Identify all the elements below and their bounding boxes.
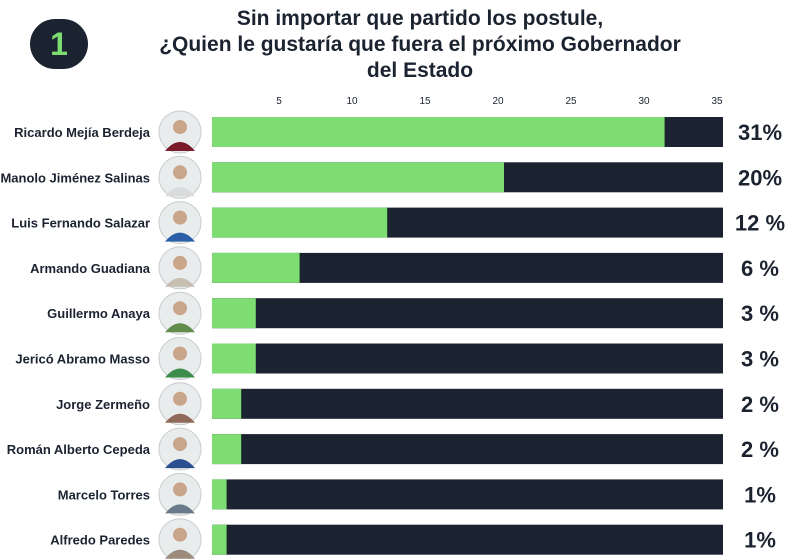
candidate-name: Ricardo Mejía Berdeja	[14, 125, 151, 140]
bar-value-label: 2 %	[741, 437, 779, 462]
bar-fill	[212, 207, 388, 238]
candidate-name: Jorge Zermeño	[56, 397, 150, 412]
bar-track	[212, 343, 723, 374]
avatar-body	[165, 323, 195, 333]
bar-fill	[212, 117, 665, 147]
candidate-name: Luis Fernando Salazar	[11, 216, 150, 231]
avatar-head	[173, 482, 187, 497]
x-tick-label: 10	[346, 96, 358, 107]
title-line-2: ¿Quien le gustaría que fuera el próximo …	[159, 33, 681, 56]
bar-value-label: 6 %	[741, 256, 779, 281]
avatar-body	[165, 142, 195, 151]
number-badge: 1	[30, 19, 88, 69]
candidate-name: Armando Guadiana	[30, 261, 151, 276]
x-tick-label: 35	[711, 96, 723, 107]
avatar-body	[165, 459, 195, 469]
avatar-head	[173, 255, 187, 270]
bar-track	[212, 298, 723, 329]
bar-value-label: 3 %	[741, 301, 779, 326]
avatar-head	[173, 527, 187, 542]
bar-track	[212, 479, 723, 510]
avatar-body	[165, 277, 195, 287]
avatar-body	[165, 504, 195, 514]
bar-fill	[212, 388, 242, 419]
avatar-head	[173, 120, 187, 134]
title-line-1: Sin importar que partido los postule,	[236, 7, 604, 30]
bar-track	[212, 524, 723, 555]
title-line-3: del Estado	[366, 59, 474, 82]
avatar-head	[173, 346, 187, 361]
candidate-name: Román Alberto Cepeda	[7, 442, 151, 457]
bar-fill	[212, 479, 227, 510]
x-tick-label: 25	[565, 96, 577, 107]
avatar-body	[165, 368, 195, 378]
chart-title: Sin importar que partido los postule, ¿Q…	[100, 6, 740, 84]
avatar-head	[173, 210, 187, 225]
bar-fill	[212, 524, 227, 555]
avatar-head	[173, 391, 187, 406]
candidate-name: Jericó Abramo Masso	[15, 352, 150, 367]
bar-fill	[212, 434, 242, 465]
candidate-name: Marcelo Torres	[58, 487, 150, 502]
bar-value-label: 3 %	[741, 347, 779, 372]
candidate-name: Guillermo Anaya	[47, 306, 151, 321]
x-tick-label: 30	[638, 96, 650, 107]
avatar-body	[165, 187, 195, 197]
bar-track	[212, 434, 723, 465]
x-tick-label: 15	[419, 96, 431, 107]
x-tick-label: 5	[276, 96, 282, 107]
avatar-body	[165, 232, 195, 242]
bar-fill	[212, 298, 256, 329]
x-tick-label: 20	[492, 96, 504, 107]
candidate-name: Alfredo Paredes	[50, 533, 150, 548]
bar-value-label: 12 %	[735, 211, 785, 236]
bar-value-label: 2 %	[741, 392, 779, 417]
avatar-body	[165, 549, 195, 559]
bar-value-label: 31%	[738, 120, 782, 145]
avatar-body	[165, 413, 195, 423]
bar-fill	[212, 252, 300, 283]
candidate-name: Manolo Jiménez Salinas	[0, 170, 150, 185]
bar-value-label: 20%	[738, 165, 782, 190]
bar-fill	[212, 162, 504, 193]
avatar-head	[173, 165, 187, 180]
bar-value-label: 1%	[744, 528, 776, 553]
avatar-head	[173, 301, 187, 316]
bar-fill	[212, 343, 256, 374]
avatar-head	[173, 437, 187, 452]
bar-value-label: 1%	[744, 482, 776, 507]
bar-track	[212, 388, 723, 419]
